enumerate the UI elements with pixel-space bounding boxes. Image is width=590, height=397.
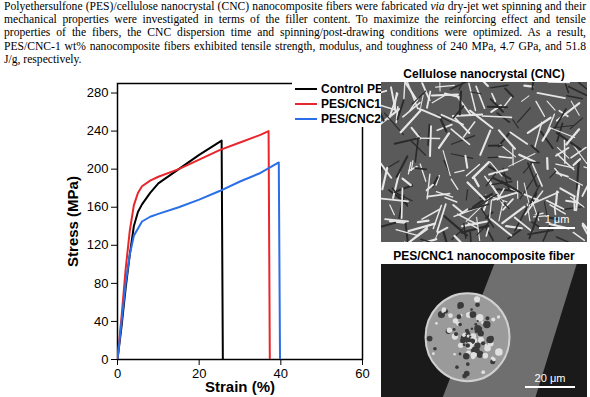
html-text:Control PES: Control PES	[321, 81, 391, 96]
svg-text:20 μm: 20 μm	[535, 372, 566, 384]
html-text:PES/CNC2: PES/CNC2	[321, 111, 381, 126]
html-text:PES/CNC1: PES/CNC1	[321, 96, 381, 111]
html-text:Cellulose nanocrystal (CNC): Cellulose nanocrystal (CNC)	[403, 67, 565, 81]
html-text:Polyethersulfone (PES)/cellulo: Polyethersulfone (PES)/cellulose nanocry…	[4, 0, 586, 66]
svg-text:280: 280	[87, 85, 109, 100]
svg-text:200: 200	[87, 161, 109, 176]
svg-text:40: 40	[274, 366, 288, 381]
svg-text:120: 120	[87, 237, 109, 252]
svg-text:20: 20	[191, 365, 207, 381]
svg-text:Stress (MPa): Stress (MPa)	[64, 176, 81, 267]
svg-text:60: 60	[355, 366, 369, 381]
svg-text:240: 240	[87, 123, 109, 138]
svg-text:1 μm: 1 μm	[545, 213, 570, 225]
svg-text:Strain (%): Strain (%)	[205, 378, 275, 395]
svg-text:160: 160	[87, 199, 109, 214]
svg-text:0: 0	[114, 366, 121, 381]
svg-text:80: 80	[94, 276, 108, 291]
svg-text:0: 0	[101, 352, 108, 367]
svg-text:40: 40	[94, 314, 108, 329]
html-text:PES/CNC1 nanocomposite fiber: PES/CNC1 nanocomposite fiber	[393, 249, 575, 263]
